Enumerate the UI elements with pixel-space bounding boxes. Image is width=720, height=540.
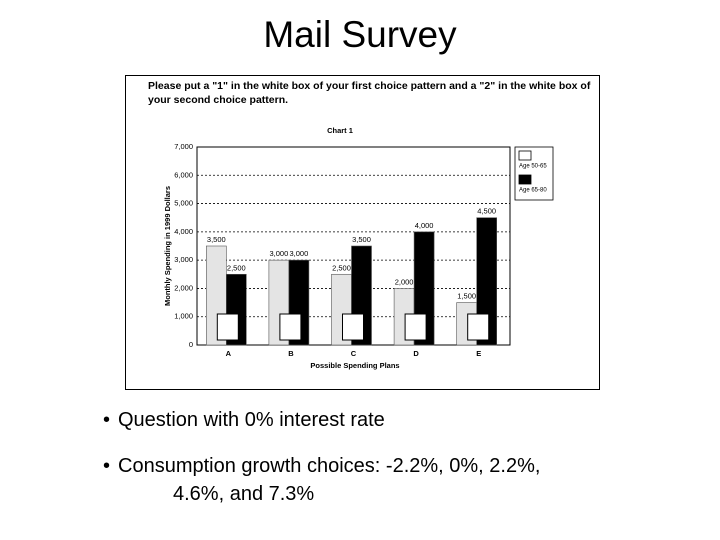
y-tick-label: 3,000 xyxy=(174,255,193,264)
choice-box xyxy=(404,313,427,341)
value-label: 3,000 xyxy=(270,249,289,258)
value-label: 3,500 xyxy=(352,235,371,244)
y-tick-label: 6,000 xyxy=(174,170,193,179)
y-tick-label: 1,000 xyxy=(174,312,193,321)
x-tick-label: E xyxy=(476,349,481,358)
y-tick-label: 5,000 xyxy=(174,199,193,208)
x-axis-label: Possible Spending Plans xyxy=(310,361,399,370)
x-tick-label: D xyxy=(413,349,419,358)
choice-box xyxy=(279,313,302,341)
legend-box xyxy=(514,146,554,201)
value-label: 1,500 xyxy=(457,292,476,301)
value-label: 4,500 xyxy=(477,207,496,216)
value-label: 3,000 xyxy=(290,249,309,258)
bullet-dot: • xyxy=(103,455,111,477)
bullet-dot: • xyxy=(103,409,111,431)
x-tick-label: B xyxy=(288,349,294,358)
bullet: Consumption growth choices: -2.2%, 0%, 2… xyxy=(118,455,541,505)
legend-label: Age 65-80 xyxy=(519,188,547,194)
y-tick-label: 7,000 xyxy=(174,142,193,151)
choice-box xyxy=(216,313,239,341)
x-tick-label: A xyxy=(226,349,232,358)
y-axis-label: Monthly Spending in 1999 Dollars xyxy=(163,186,172,306)
legend-swatch xyxy=(518,150,532,161)
x-tick-label: C xyxy=(351,349,357,358)
choice-box xyxy=(342,313,364,341)
instruction: Please put a "1" in the white box of you… xyxy=(148,80,591,106)
y-tick-label: 4,000 xyxy=(174,227,193,236)
value-label: 2,500 xyxy=(332,263,351,272)
legend-label: Age 50-65 xyxy=(519,164,547,170)
legend-swatch xyxy=(518,174,532,185)
value-label: 2,500 xyxy=(227,263,246,272)
chart-frame xyxy=(125,75,600,390)
value-label: 2,000 xyxy=(395,277,414,286)
chart-title: Chart 1 xyxy=(327,126,353,135)
bar xyxy=(476,217,498,346)
y-tick-label: 0 xyxy=(189,340,193,349)
choice-box xyxy=(467,313,490,341)
y-tick-label: 2,000 xyxy=(174,283,193,292)
slide-title: Mail Survey xyxy=(263,14,457,55)
bullet: Question with 0% interest rate xyxy=(118,409,385,431)
value-label: 3,500 xyxy=(207,235,226,244)
value-label: 4,000 xyxy=(415,221,434,230)
